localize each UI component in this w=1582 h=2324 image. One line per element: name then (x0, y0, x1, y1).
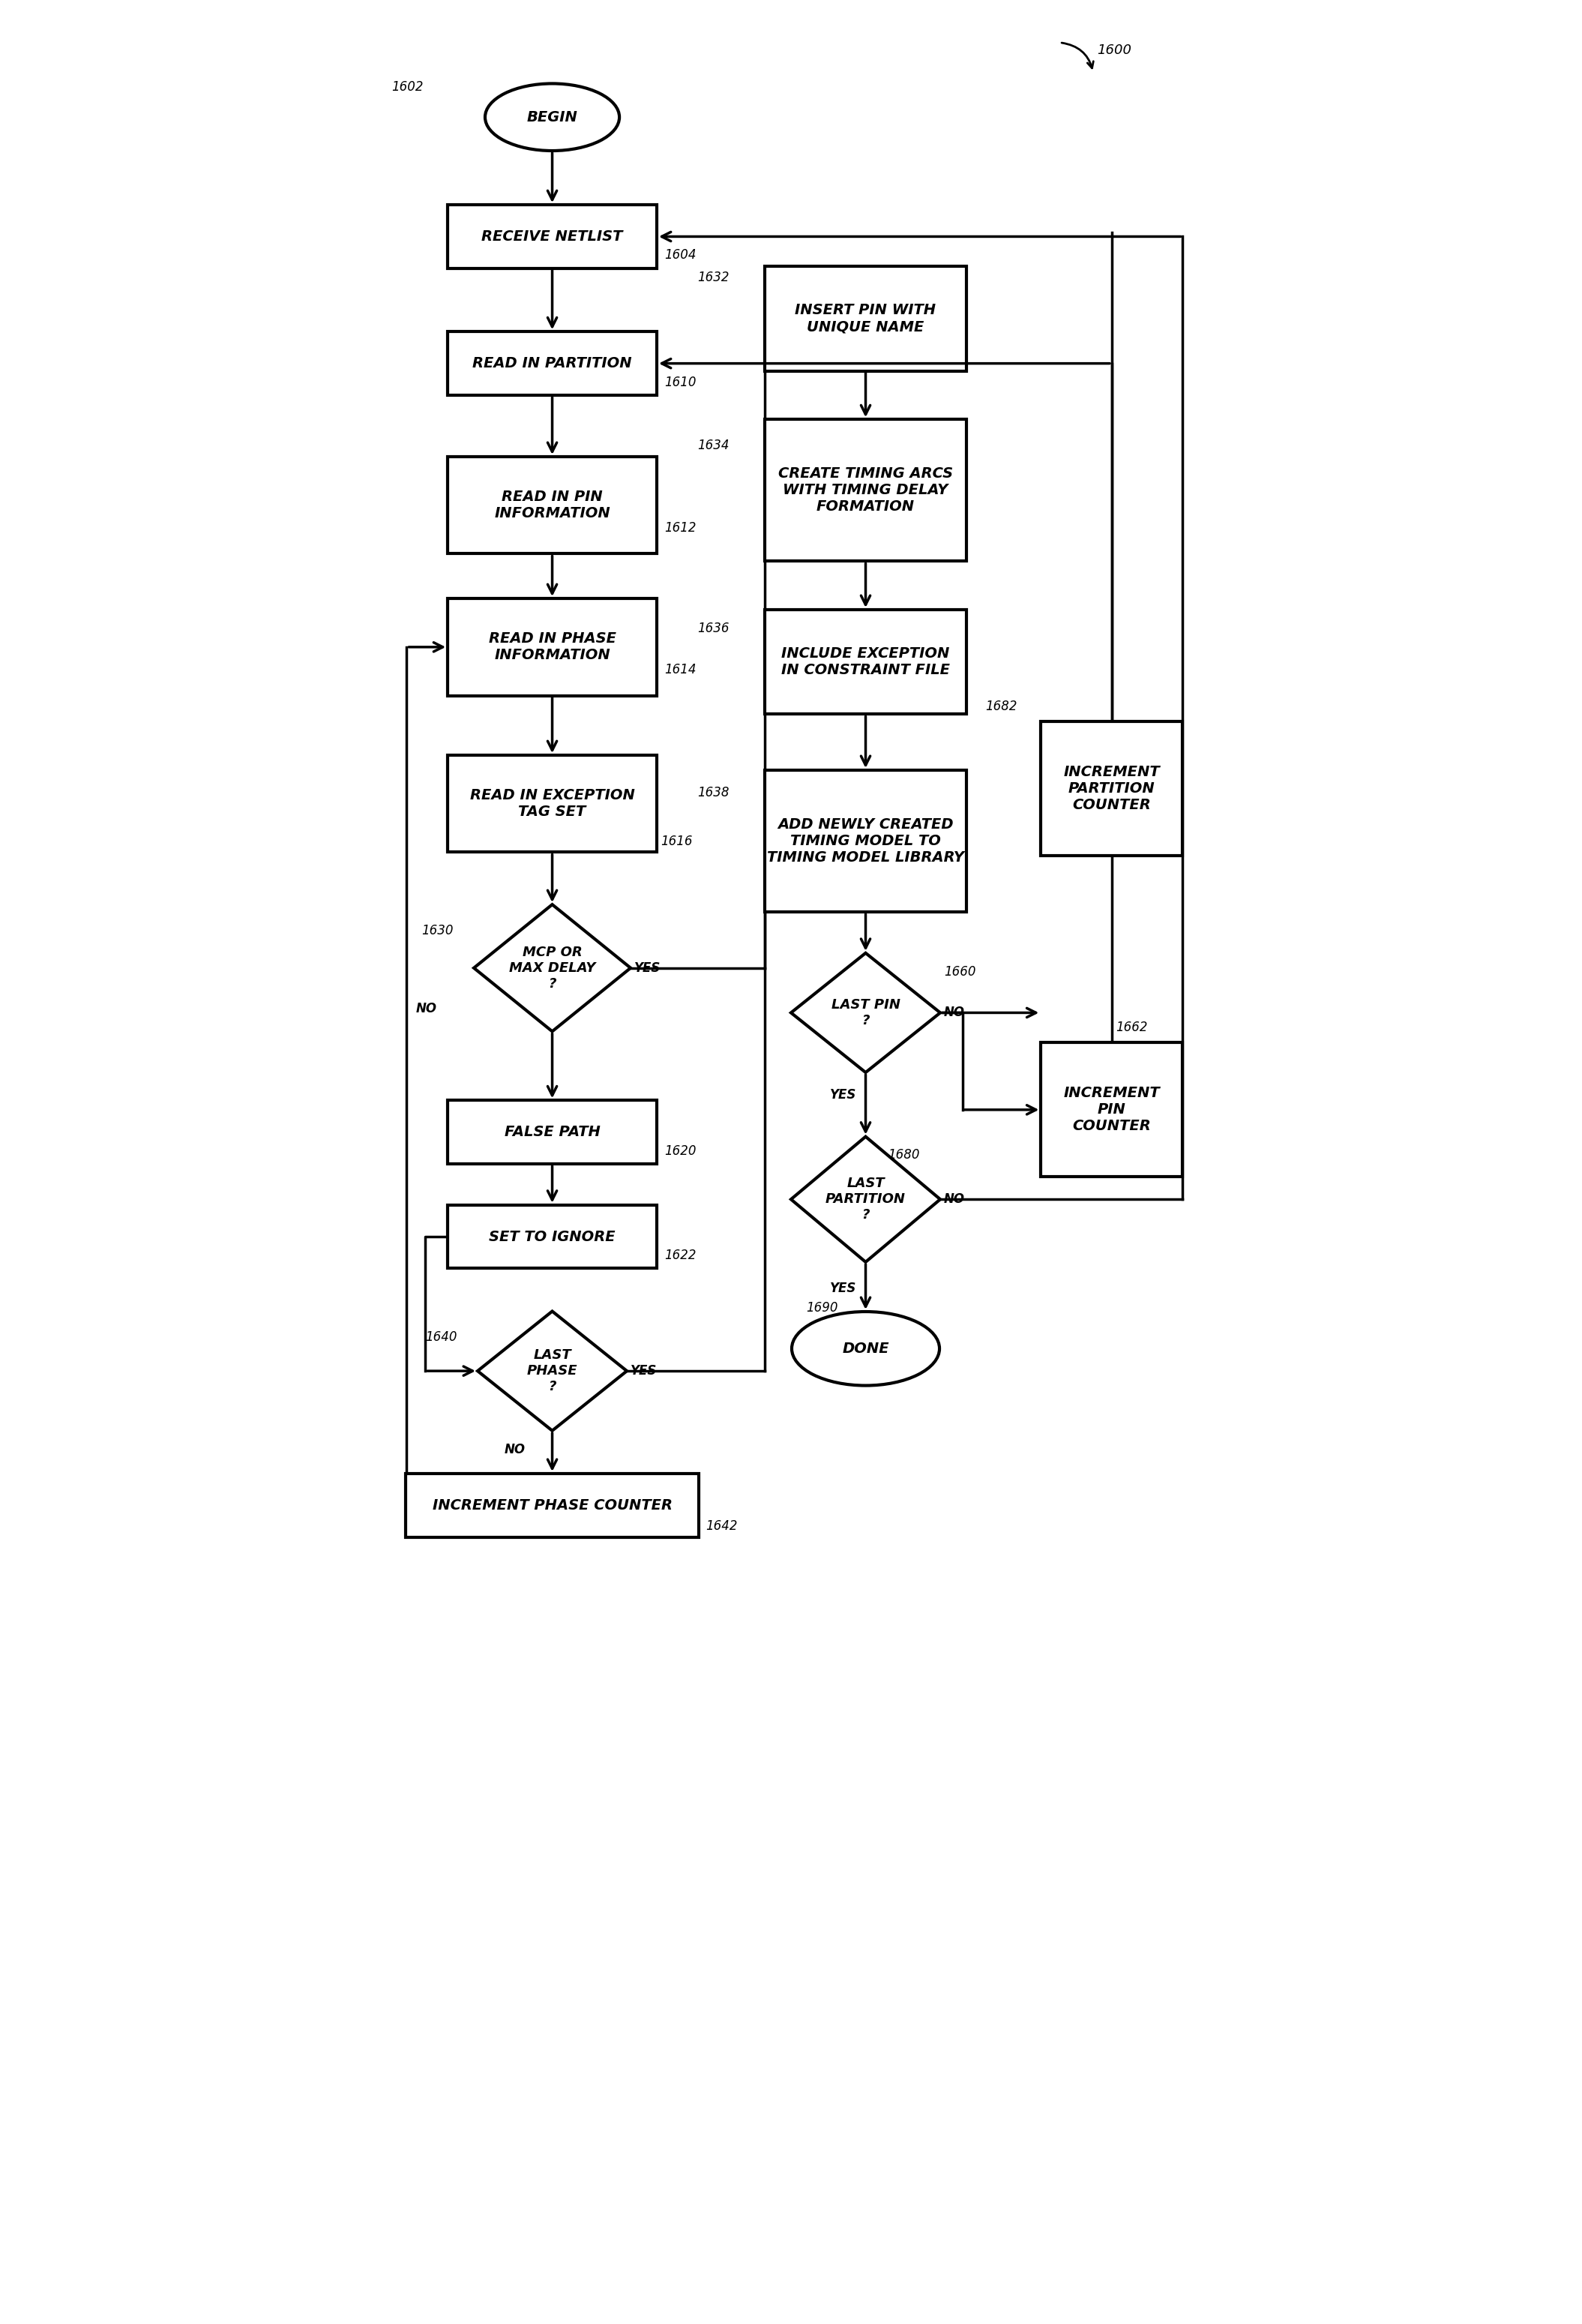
Text: 1600: 1600 (1096, 44, 1131, 56)
Text: READ IN PHASE
INFORMATION: READ IN PHASE INFORMATION (489, 632, 615, 662)
Text: LAST
PHASE
?: LAST PHASE ? (527, 1348, 577, 1394)
Text: 1610: 1610 (664, 376, 696, 388)
FancyBboxPatch shape (1041, 723, 1183, 855)
Text: 1640: 1640 (426, 1332, 457, 1343)
Polygon shape (791, 1136, 940, 1262)
Text: 1616: 1616 (660, 834, 693, 848)
Text: 1604: 1604 (664, 249, 696, 263)
Text: 1632: 1632 (698, 272, 729, 284)
FancyBboxPatch shape (448, 205, 657, 267)
Text: 1690: 1690 (805, 1301, 838, 1315)
FancyBboxPatch shape (448, 1102, 657, 1164)
Text: READ IN EXCEPTION
TAG SET: READ IN EXCEPTION TAG SET (470, 788, 634, 818)
Text: 1638: 1638 (698, 786, 729, 799)
FancyBboxPatch shape (448, 755, 657, 853)
Text: 1602: 1602 (392, 81, 424, 93)
Text: NO: NO (416, 1002, 437, 1016)
Ellipse shape (791, 1311, 940, 1385)
FancyBboxPatch shape (1041, 1043, 1183, 1176)
Text: NO: NO (944, 1006, 965, 1020)
Text: INCLUDE EXCEPTION
IN CONSTRAINT FILE: INCLUDE EXCEPTION IN CONSTRAINT FILE (782, 646, 949, 676)
Text: YES: YES (634, 962, 661, 974)
FancyBboxPatch shape (448, 600, 657, 695)
FancyBboxPatch shape (764, 267, 967, 372)
Text: DONE: DONE (842, 1341, 889, 1355)
Text: 1642: 1642 (706, 1520, 737, 1534)
FancyBboxPatch shape (407, 1473, 699, 1536)
FancyBboxPatch shape (448, 1204, 657, 1269)
Text: BEGIN: BEGIN (527, 109, 577, 123)
Text: 1660: 1660 (944, 964, 976, 978)
Ellipse shape (486, 84, 620, 151)
Text: 1662: 1662 (1115, 1020, 1147, 1034)
FancyBboxPatch shape (764, 769, 967, 911)
FancyBboxPatch shape (764, 418, 967, 560)
Text: RECEIVE NETLIST: RECEIVE NETLIST (481, 230, 623, 244)
Text: LAST
PARTITION
?: LAST PARTITION ? (826, 1176, 906, 1222)
Text: YES: YES (631, 1364, 657, 1378)
Text: ADD NEWLY CREATED
TIMING MODEL TO
TIMING MODEL LIBRARY: ADD NEWLY CREATED TIMING MODEL TO TIMING… (767, 818, 963, 865)
Text: 1636: 1636 (698, 621, 729, 634)
FancyBboxPatch shape (448, 332, 657, 395)
Text: LAST PIN
?: LAST PIN ? (831, 999, 900, 1027)
Text: SET TO IGNORE: SET TO IGNORE (489, 1229, 615, 1243)
Text: 1620: 1620 (664, 1143, 696, 1157)
Text: INCREMENT
PARTITION
COUNTER: INCREMENT PARTITION COUNTER (1063, 765, 1160, 813)
Text: INCREMENT PHASE COUNTER: INCREMENT PHASE COUNTER (432, 1499, 672, 1513)
Text: INSERT PIN WITH
UNIQUE NAME: INSERT PIN WITH UNIQUE NAME (796, 304, 937, 335)
Polygon shape (475, 904, 631, 1032)
Text: 1682: 1682 (986, 700, 1017, 713)
Text: INCREMENT
PIN
COUNTER: INCREMENT PIN COUNTER (1063, 1085, 1160, 1134)
Text: FALSE PATH: FALSE PATH (505, 1125, 600, 1139)
Text: 1614: 1614 (664, 662, 696, 676)
Text: 1612: 1612 (664, 521, 696, 535)
FancyBboxPatch shape (764, 609, 967, 713)
Text: READ IN PIN
INFORMATION: READ IN PIN INFORMATION (494, 490, 611, 521)
Polygon shape (478, 1311, 626, 1432)
Text: READ IN PARTITION: READ IN PARTITION (473, 356, 631, 370)
Text: 1630: 1630 (422, 925, 454, 937)
Text: 1680: 1680 (888, 1148, 919, 1162)
Text: NO: NO (505, 1443, 525, 1457)
Text: 1622: 1622 (664, 1248, 696, 1262)
Text: CREATE TIMING ARCS
WITH TIMING DELAY
FORMATION: CREATE TIMING ARCS WITH TIMING DELAY FOR… (778, 467, 952, 514)
Text: 1634: 1634 (698, 439, 729, 453)
Polygon shape (791, 953, 940, 1071)
Text: YES: YES (831, 1281, 856, 1294)
Text: YES: YES (831, 1088, 856, 1102)
FancyBboxPatch shape (448, 458, 657, 553)
Text: NO: NO (944, 1192, 965, 1206)
Text: MCP OR
MAX DELAY
?: MCP OR MAX DELAY ? (509, 946, 595, 990)
